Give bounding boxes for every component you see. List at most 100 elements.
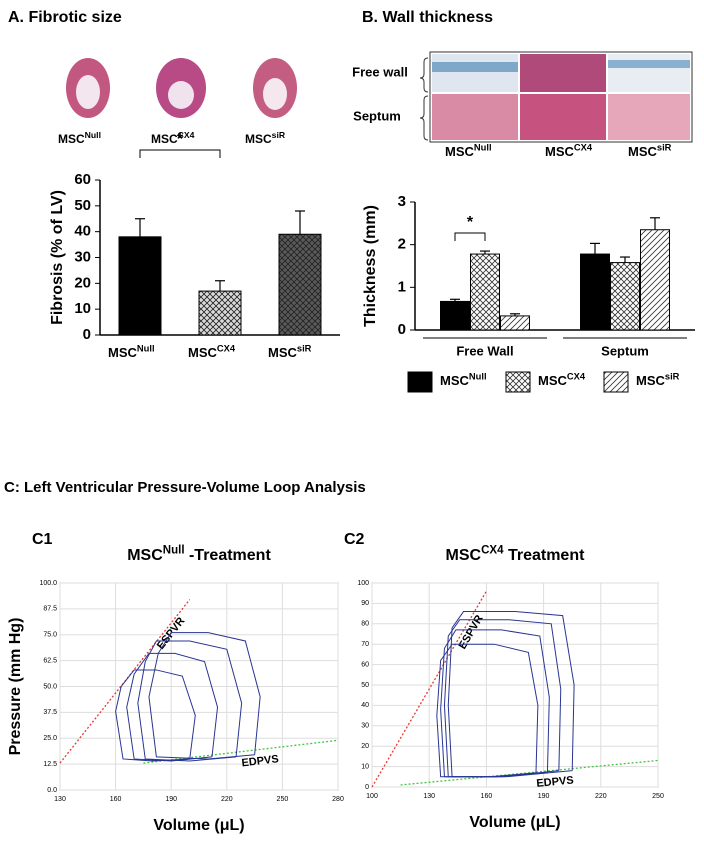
panel-title: B. Wall thickness [362, 9, 493, 26]
bar [278, 233, 322, 336]
tissue [432, 94, 518, 140]
section-title: C: Left Ventricular Pressure-Volume Loop… [4, 479, 366, 496]
brace [419, 57, 429, 93]
image-row-label: Free wall [352, 64, 408, 79]
tissue-lumen [168, 81, 194, 109]
y-tick-label: 20 [74, 274, 91, 291]
bar [470, 253, 500, 331]
y-tick-label: 50 [361, 682, 369, 689]
image-label: MSCNull [58, 130, 101, 146]
y-tick-label: 3 [398, 193, 406, 210]
x-tick-label: MSCsiR [268, 344, 312, 361]
chart-title-base: MSC [127, 547, 163, 564]
tissue [608, 60, 690, 68]
reference-line [371, 590, 487, 788]
x-axis-label: Volume (μL) [153, 817, 244, 834]
chart-title-sup: CX4 [481, 544, 504, 556]
y-tick-label: 50 [74, 197, 91, 214]
x-tick-label-sup: siR [297, 344, 312, 354]
panel-title: A. Fibrotic size [8, 9, 122, 26]
x-axis-label: Volume (μL) [469, 814, 560, 831]
image-label-sup: CX4 [574, 143, 593, 153]
x-tick-label: 160 [110, 796, 122, 803]
bar [610, 262, 640, 331]
x-tick-label: 280 [332, 796, 344, 803]
panel-label: C2 [344, 531, 365, 548]
tissue-lumen [263, 78, 287, 110]
line-label: EDPVS [241, 753, 279, 769]
tissue [608, 94, 690, 140]
y-tick-label: 60 [361, 661, 369, 668]
y-tick-label: 87.5 [43, 606, 57, 613]
tissue [432, 54, 518, 92]
y-tick-label: 70 [361, 641, 369, 648]
x-tick-label: 250 [652, 793, 664, 800]
image-label-base: MSC [245, 132, 272, 146]
x-tick-label-base: MSC [188, 345, 218, 360]
significance-bracket [454, 232, 486, 241]
x-tick-label: MSCNull [108, 344, 155, 361]
image-label-base: MSC [151, 132, 178, 146]
x-tick-label-sup: Null [137, 344, 155, 354]
histology-b [419, 51, 693, 143]
x-tick-label: Septum [601, 343, 649, 358]
chart-title: MSCNull -Treatment [127, 544, 271, 564]
y-tick-label: 100 [357, 580, 369, 587]
legend-label: MSCCX4 [538, 372, 586, 389]
pv-loop [115, 669, 196, 762]
x-tick-label-sup: CX4 [217, 344, 236, 354]
pv-loop [148, 632, 261, 760]
x-tick-label: Free Wall [456, 343, 513, 358]
image-label: MSCsiR [245, 130, 286, 146]
image-label-sup: Null [474, 143, 492, 153]
x-tick-label: 250 [277, 796, 289, 803]
y-tick-label: 40 [74, 223, 91, 240]
legend-label-sup: CX4 [567, 372, 586, 382]
legend-swatch [505, 371, 531, 393]
y-tick-label: 37.5 [43, 709, 57, 716]
x-tick-label: MSCCX4 [188, 344, 236, 361]
y-tick-label: 1 [398, 278, 406, 295]
x-tick-label-base: MSC [268, 345, 298, 360]
chart-title: MSCCX4 Treatment [446, 544, 586, 564]
y-axis-label: Fibrosis (% of LV) [49, 190, 66, 325]
tissue [520, 54, 606, 92]
y-axis-label: Pressure (mm Hg) [7, 618, 24, 756]
significance-star: * [177, 131, 184, 148]
y-tick-label: 40 [361, 702, 369, 709]
tissue [432, 62, 518, 72]
line-label: EDPVS [536, 774, 574, 789]
image-label-sup: siR [657, 143, 672, 153]
image-label-base: MSC [545, 144, 575, 159]
x-tick-label: 130 [54, 796, 66, 803]
y-tick-label: 0 [365, 784, 369, 791]
y-tick-label: 75.0 [43, 632, 57, 639]
tissue [520, 94, 606, 140]
y-tick-label: 60 [74, 171, 91, 188]
y-tick-label: 100.0 [39, 580, 57, 587]
legend-label: MSCsiR [636, 372, 680, 389]
image-label: MSCCX4 [151, 130, 195, 146]
y-tick-label: 80 [361, 621, 369, 628]
panel-label: C1 [32, 531, 53, 548]
significance-star: * [467, 214, 474, 231]
legend-label-base: MSC [636, 373, 666, 388]
y-tick-label: 25.0 [43, 735, 57, 742]
x-tick-label: 220 [595, 793, 607, 800]
bar [640, 229, 670, 331]
chart-title-rest: Treatment [504, 547, 586, 564]
tissue [608, 54, 690, 92]
bar [500, 315, 530, 331]
bar [440, 300, 470, 331]
pv-loop [126, 652, 219, 762]
x-tick-label: 130 [423, 793, 435, 800]
chart-title-sup: Null [163, 544, 185, 556]
pv-loop [436, 643, 539, 778]
legend-swatch [603, 371, 629, 393]
legend-label: MSCNull [440, 372, 487, 389]
chart-title-rest: -Treatment [185, 547, 272, 564]
y-tick-label: 20 [361, 743, 369, 750]
image-label-base: MSC [445, 144, 475, 159]
y-tick-label: 10 [361, 763, 369, 770]
y-tick-label: 50.0 [43, 683, 57, 690]
